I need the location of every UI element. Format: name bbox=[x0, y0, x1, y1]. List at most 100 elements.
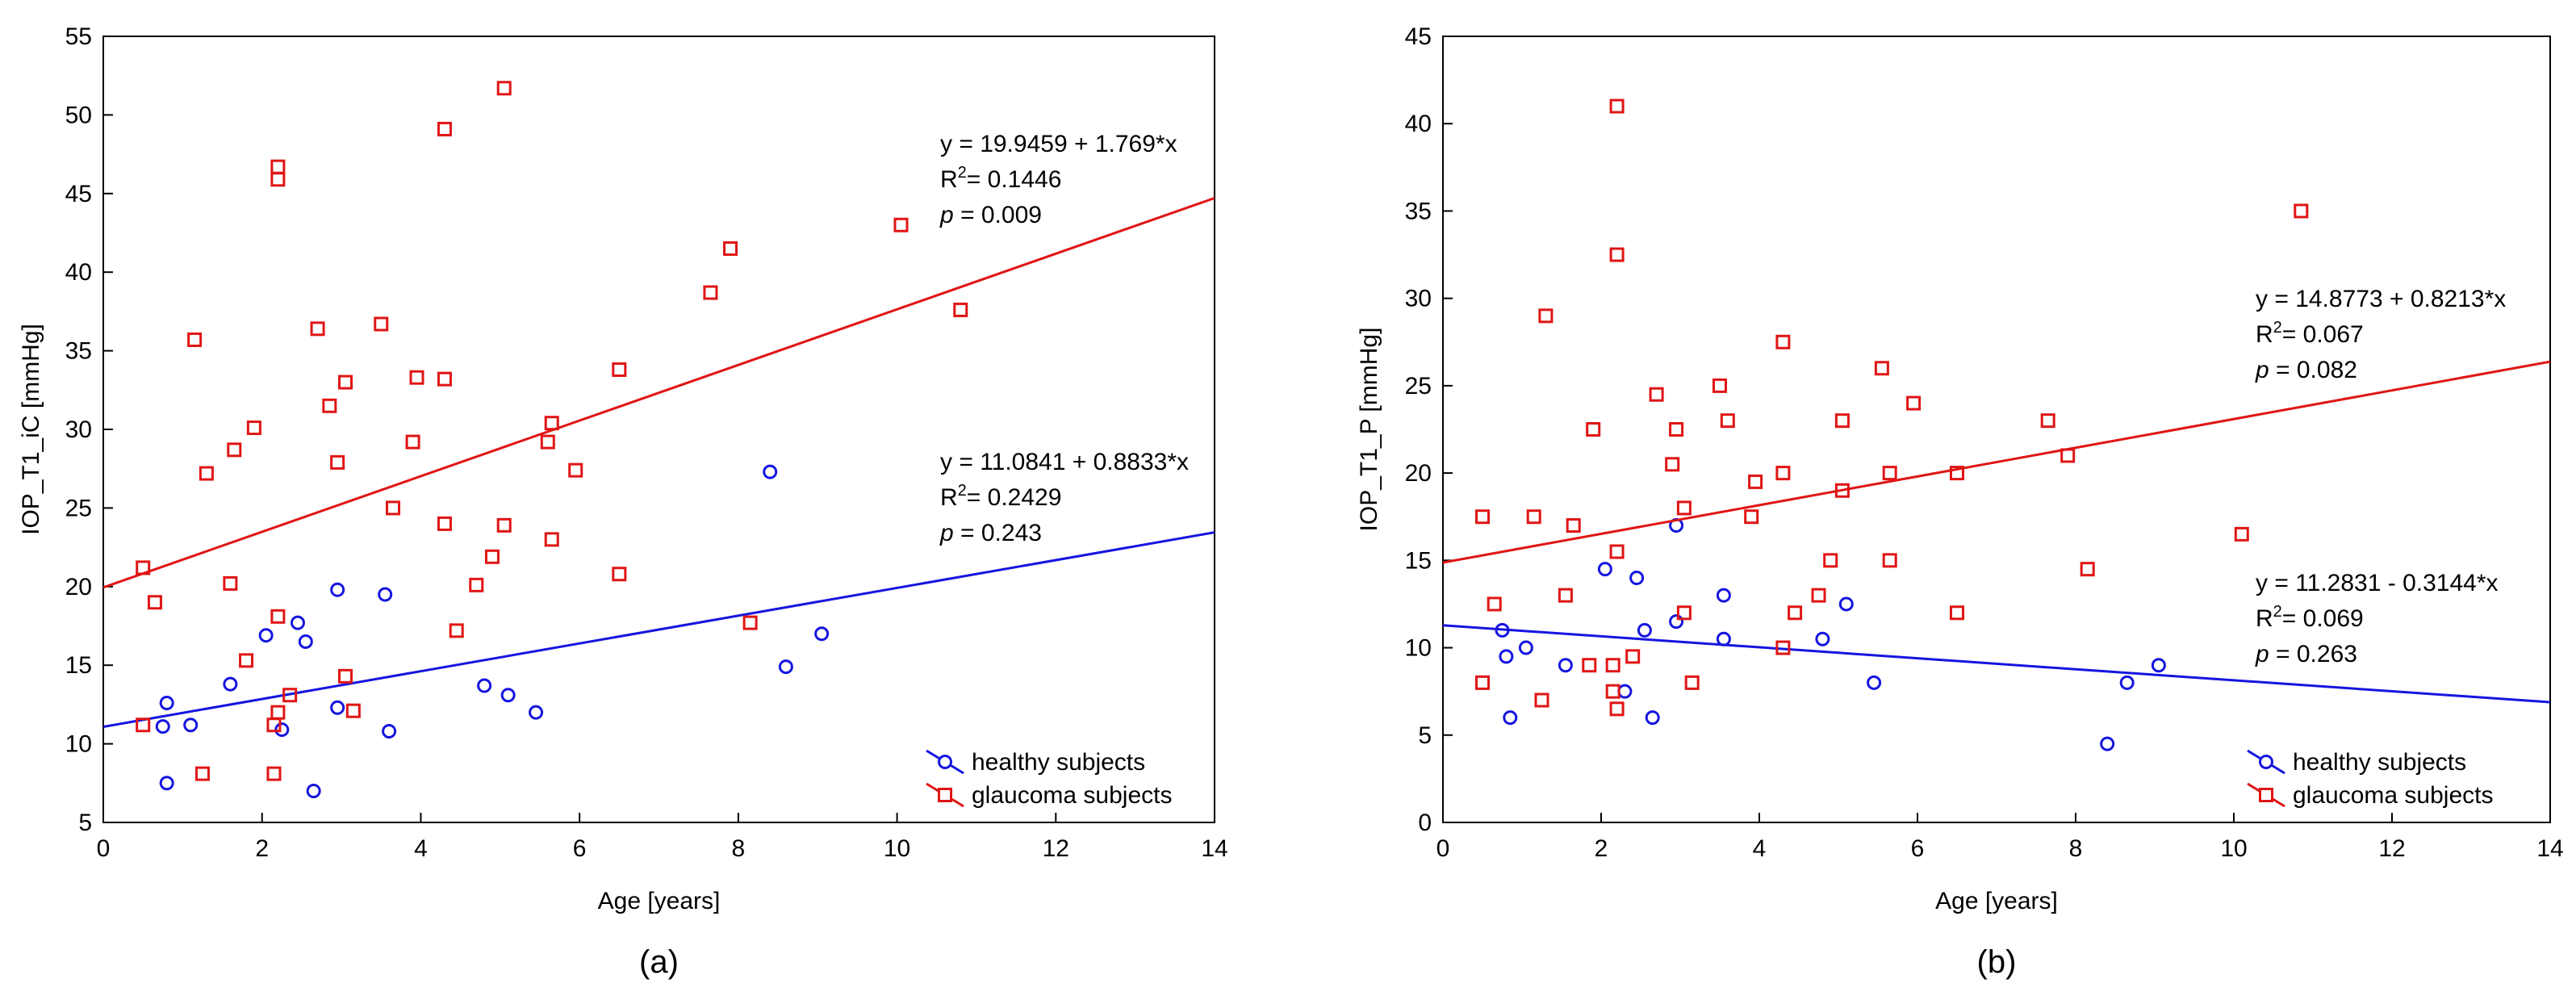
data-point-glaucoma bbox=[2060, 448, 2076, 463]
data-point-healthy bbox=[274, 722, 290, 738]
data-point-glaucoma bbox=[1609, 701, 1625, 717]
data-point-glaucoma bbox=[270, 159, 286, 174]
p-value: p = 0.082 bbox=[2255, 357, 2357, 383]
y-tick-label: 35 bbox=[65, 338, 92, 365]
data-point-glaucoma bbox=[1586, 422, 1601, 437]
p-value: p = 0.263 bbox=[2255, 641, 2357, 667]
legend-item-glaucoma: glaucoma subjects bbox=[2247, 782, 2493, 809]
data-point-glaucoma bbox=[469, 577, 484, 592]
data-point-glaucoma bbox=[437, 516, 452, 531]
data-point-glaucoma bbox=[239, 653, 254, 668]
legend-marker-square bbox=[2259, 788, 2273, 802]
x-tick-label: 0 bbox=[1436, 835, 1450, 862]
data-point-glaucoma bbox=[1834, 413, 1850, 429]
data-point-glaucoma bbox=[1676, 500, 1692, 516]
x-tick-label: 6 bbox=[1911, 835, 1925, 862]
y-tick-label: 10 bbox=[1405, 635, 1432, 662]
data-point-healthy bbox=[477, 678, 492, 693]
data-point-healthy bbox=[1617, 684, 1633, 699]
data-point-glaucoma bbox=[310, 321, 325, 337]
regression-annotation: y = 11.2831 - 0.3144*x R2= 0.069 p = 0.263 bbox=[2255, 570, 2499, 667]
y-tick-label: 30 bbox=[65, 416, 92, 443]
data-point-glaucoma bbox=[2040, 413, 2055, 429]
x-tick-label: 10 bbox=[2220, 835, 2247, 862]
data-point-glaucoma bbox=[1775, 334, 1791, 349]
regression-equation: y = 11.0841 + 0.8833*x bbox=[940, 449, 1189, 475]
y-tick-label: 40 bbox=[65, 259, 92, 286]
regression-line-glaucoma bbox=[1443, 360, 2550, 564]
y-tick-label: 45 bbox=[65, 181, 92, 207]
data-point-healthy bbox=[1495, 622, 1510, 638]
data-point-glaucoma bbox=[136, 560, 151, 575]
data-point-glaucoma bbox=[1605, 658, 1620, 673]
x-tick-label: 4 bbox=[1753, 835, 1767, 862]
data-point-glaucoma bbox=[703, 285, 718, 300]
regression-annotation: y = 11.0841 + 0.8833*x R2= 0.2429 p = 0.24… bbox=[939, 449, 1189, 546]
data-point-glaucoma bbox=[1775, 640, 1791, 655]
y-tick-label: 40 bbox=[1405, 111, 1432, 137]
r-squared: R2= 0.1446 bbox=[940, 164, 1061, 193]
data-point-glaucoma bbox=[223, 575, 238, 591]
data-point-glaucoma bbox=[1538, 308, 1554, 324]
data-point-glaucoma bbox=[322, 398, 337, 413]
y-tick-label: 50 bbox=[65, 102, 92, 128]
data-point-glaucoma bbox=[1475, 675, 1490, 690]
y-tick-label: 10 bbox=[65, 731, 92, 758]
y-tick-label: 25 bbox=[1405, 373, 1432, 400]
y-tick-label: 45 bbox=[1405, 23, 1432, 50]
data-point-glaucoma bbox=[1665, 457, 1680, 472]
y-tick-label: 30 bbox=[1405, 286, 1432, 312]
x-axis-title: Age [years] bbox=[1935, 888, 2058, 914]
data-point-healthy bbox=[1597, 562, 1612, 577]
y-tick-label: 15 bbox=[65, 652, 92, 679]
data-point-glaucoma bbox=[337, 374, 353, 390]
regression-annotation: y = 19.9459 + 1.769*x R2= 0.1446 p = 0.009 bbox=[939, 131, 1177, 228]
y-tick-label: 5 bbox=[78, 810, 92, 836]
legend-label: healthy subjects bbox=[2293, 749, 2466, 776]
data-point-glaucoma bbox=[1609, 98, 1625, 114]
x-tick-label: 12 bbox=[1043, 835, 1069, 862]
regression-equation: y = 19.9459 + 1.769*x bbox=[940, 131, 1177, 157]
data-point-glaucoma bbox=[1566, 518, 1581, 533]
data-point-healthy bbox=[500, 688, 516, 703]
y-tick-label: 55 bbox=[65, 23, 92, 50]
data-point-healthy bbox=[290, 615, 305, 630]
panel-label: (a) bbox=[639, 944, 679, 980]
data-point-healthy bbox=[1669, 614, 1684, 630]
data-point-glaucoma bbox=[544, 532, 559, 547]
data-point-glaucoma bbox=[187, 332, 203, 347]
data-point-healthy bbox=[159, 776, 174, 791]
data-point-glaucoma bbox=[1609, 544, 1625, 559]
data-point-glaucoma bbox=[282, 688, 298, 703]
data-point-glaucoma bbox=[227, 442, 242, 458]
data-point-healthy bbox=[2119, 675, 2135, 690]
data-point-glaucoma bbox=[266, 766, 282, 781]
data-point-glaucoma bbox=[437, 121, 452, 136]
y-tick-label: 15 bbox=[1405, 547, 1432, 574]
data-point-healthy bbox=[1499, 649, 1514, 664]
x-tick-label: 0 bbox=[97, 835, 111, 862]
data-point-glaucoma bbox=[1609, 247, 1625, 262]
data-point-healthy bbox=[2151, 658, 2166, 673]
r-squared: R2= 0.067 bbox=[2256, 319, 2364, 348]
legend-item-glaucoma: glaucoma subjects bbox=[926, 782, 1172, 809]
data-point-glaucoma bbox=[1834, 483, 1850, 498]
data-point-glaucoma bbox=[496, 517, 512, 533]
x-tick-label: 12 bbox=[2378, 835, 2405, 862]
data-point-glaucoma bbox=[568, 462, 583, 478]
data-point-glaucoma bbox=[1669, 422, 1684, 437]
data-point-glaucoma bbox=[496, 81, 512, 96]
x-tick-label: 2 bbox=[1595, 835, 1608, 862]
data-point-glaucoma bbox=[1582, 658, 1597, 673]
data-point-glaucoma bbox=[612, 567, 627, 582]
legend-label: healthy subjects bbox=[972, 749, 1145, 776]
x-tick-label: 10 bbox=[884, 835, 910, 862]
data-point-glaucoma bbox=[2080, 562, 2095, 577]
data-point-glaucoma bbox=[345, 703, 361, 718]
data-point-healthy bbox=[1716, 631, 1731, 646]
data-point-glaucoma bbox=[2294, 203, 2309, 219]
data-point-glaucoma bbox=[437, 371, 452, 387]
legend-label: glaucoma subjects bbox=[2293, 782, 2493, 809]
data-point-glaucoma bbox=[544, 416, 559, 431]
